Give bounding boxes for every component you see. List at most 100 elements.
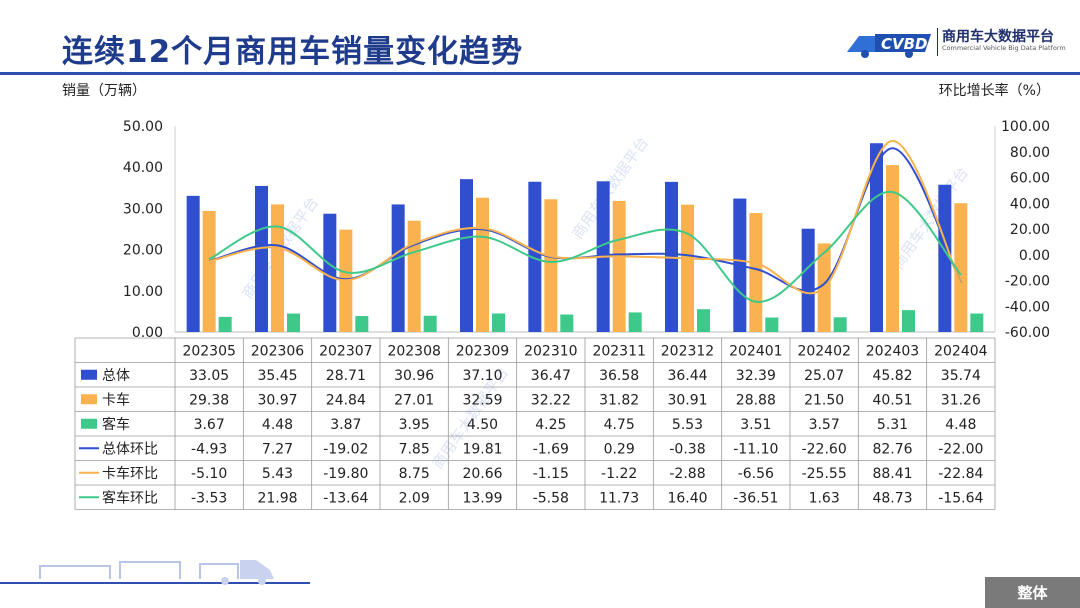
- title-divider: [0, 72, 1080, 75]
- bar-总体-202402: [801, 228, 815, 332]
- bar-客车-202310: [560, 314, 574, 332]
- legend-label: 客车环比: [102, 489, 158, 506]
- legend-label: 总体: [102, 368, 130, 384]
- data-label: -15.64: [938, 490, 983, 506]
- plot-frame: [174, 126, 996, 333]
- data-label: 7.27: [262, 441, 293, 457]
- bar-卡车-202403: [886, 165, 899, 332]
- sales-chart: 销量（万辆） 环比增长率（%） 商用车大数据平台 商用车大数据平台商用车大数据平台…: [62, 82, 1050, 510]
- y-tick-label: 40.00: [123, 160, 163, 176]
- platform-logo: CVBD 商用车大数据平台 Commercial Vehicle Big Dat…: [845, 24, 1070, 60]
- data-label: 32.22: [531, 392, 571, 408]
- data-label: 4.25: [535, 417, 566, 433]
- data-label: 2.09: [399, 490, 430, 506]
- x-tick-label: 202310: [524, 343, 577, 359]
- logo-subtitle: Commercial Vehicle Big Data Platform: [942, 44, 1066, 52]
- bar-卡车-202310: [544, 199, 558, 332]
- line-series: [208, 139, 962, 303]
- x-tick-label: 202404: [934, 343, 988, 359]
- x-tick-label: 202305: [182, 343, 235, 359]
- legend-swatch-总体: [81, 369, 97, 380]
- data-label: -5.10: [191, 466, 227, 482]
- page-title: 连续12个月商用车销量变化趋势: [62, 34, 524, 70]
- data-label: 4.48: [262, 417, 293, 433]
- y-axis-title: 销量（万辆）: [62, 83, 146, 99]
- bar-客车-202401: [765, 317, 779, 332]
- x-tick-label: 202309: [456, 343, 509, 359]
- bar-客车-202404: [970, 313, 984, 332]
- data-label: 28.71: [326, 368, 366, 384]
- data-label: -6.56: [738, 466, 774, 482]
- data-label: -22.84: [938, 466, 983, 482]
- bar-总体-202305: [186, 195, 200, 332]
- data-label: -2.88: [669, 466, 705, 482]
- bar-客车-202403: [902, 310, 915, 332]
- data-label: 3.95: [399, 417, 430, 433]
- legend-label: 卡车: [102, 391, 130, 408]
- data-label: 7.85: [399, 441, 430, 457]
- data-label: 5.31: [877, 417, 908, 433]
- data-label: -19.02: [323, 441, 368, 457]
- y2-tick-label: 0.00: [1019, 248, 1050, 264]
- data-label: 30.96: [394, 368, 434, 384]
- data-label: 3.57: [809, 417, 840, 433]
- data-label: 35.74: [941, 368, 981, 384]
- data-label: 3.87: [330, 417, 361, 433]
- data-label: 33.05: [189, 368, 229, 384]
- y2-axis-title: 环比增长率（%）: [939, 82, 1050, 99]
- bar-总体-202404: [938, 184, 952, 332]
- data-label: 36.44: [667, 368, 707, 384]
- bar-卡车-202404: [954, 203, 968, 332]
- data-label: -11.10: [733, 441, 778, 457]
- y2-tick-label: 60.00: [1010, 171, 1050, 187]
- legend-swatch-卡车: [81, 394, 97, 405]
- data-label: -0.38: [669, 441, 705, 457]
- bar-卡车-202311: [612, 200, 626, 332]
- data-label: 88.41: [872, 466, 912, 482]
- data-label: 82.76: [872, 441, 912, 457]
- bar-客车-202312: [697, 309, 710, 332]
- logo-name: 商用车大数据平台: [942, 29, 1054, 45]
- bar-总体-202307: [323, 213, 337, 332]
- data-label: 32.39: [736, 368, 776, 384]
- data-label: -1.69: [533, 441, 569, 457]
- bar-客车-202306: [287, 313, 300, 332]
- legend-swatch-客车: [81, 418, 97, 429]
- data-label: 11.73: [599, 490, 639, 506]
- data-label: 3.67: [194, 417, 225, 433]
- data-label: 35.45: [257, 368, 297, 384]
- bar-客车-202308: [423, 315, 437, 332]
- data-label: 21.50: [804, 392, 844, 408]
- data-label: 25.07: [804, 368, 844, 384]
- y-tick-label: 0.00: [132, 325, 163, 341]
- bar-卡车-202312: [681, 204, 694, 332]
- x-tick-label: 202306: [251, 343, 305, 359]
- data-label: 40.51: [872, 392, 912, 408]
- data-label: -3.53: [191, 490, 227, 506]
- data-table: 202305 202306 202307 202308 202309 202310 2023…: [74, 337, 996, 510]
- data-label: 36.47: [531, 368, 571, 384]
- data-label: -4.93: [191, 441, 227, 457]
- x-tick-label: 202402: [797, 343, 850, 359]
- data-label: 4.50: [467, 417, 498, 433]
- data-label: 19.81: [462, 441, 502, 457]
- data-label: 30.91: [667, 392, 707, 408]
- bar-总体-202403: [870, 143, 883, 332]
- y-tick-label: 20.00: [123, 243, 163, 259]
- watermark-text: 商用车大数据平台: [569, 134, 653, 243]
- y2-tick-label: -40.00: [1005, 299, 1050, 315]
- line-客车环比: [208, 190, 962, 303]
- bar-卡车-202306: [271, 204, 284, 332]
- x-tick-label: 202308: [387, 343, 440, 359]
- y-tick-label: 50.00: [123, 119, 163, 135]
- data-label: 21.98: [257, 490, 297, 506]
- data-label: 32.59: [462, 392, 502, 408]
- data-label: 31.82: [599, 392, 639, 408]
- data-label: -1.15: [533, 466, 569, 482]
- data-label: -1.22: [601, 466, 637, 482]
- x-tick-label: 202307: [319, 343, 372, 359]
- bar-客车-202311: [628, 312, 642, 332]
- data-label: 13.99: [462, 490, 502, 506]
- bar-客车-202305: [218, 316, 232, 332]
- y2-tick-label: 100.00: [1001, 119, 1050, 135]
